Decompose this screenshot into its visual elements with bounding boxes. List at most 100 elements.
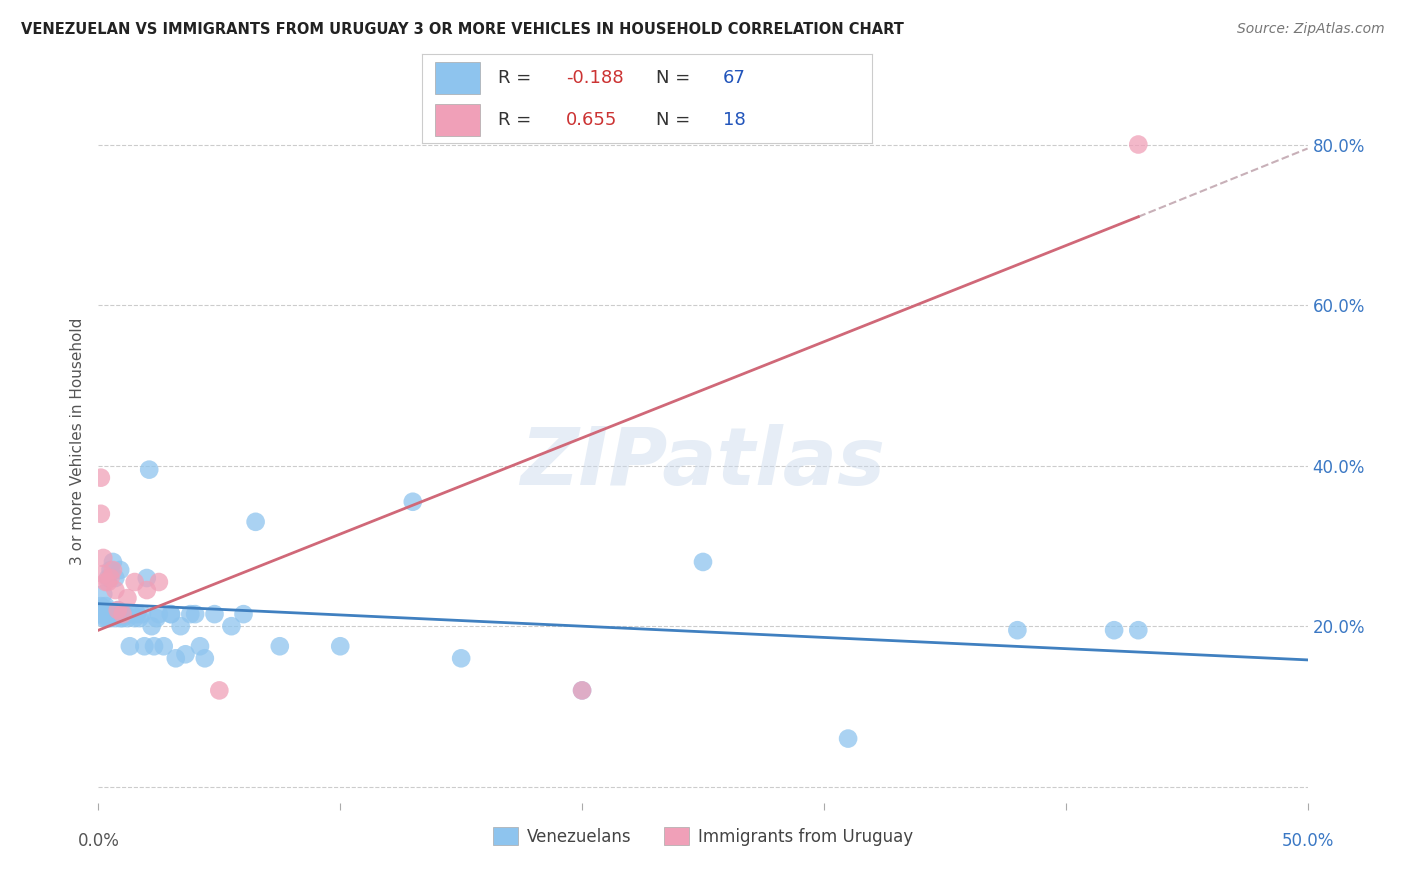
Point	[114, 607, 136, 621]
Point	[90, 603, 112, 617]
Point	[571, 683, 593, 698]
Point	[135, 583, 157, 598]
Point	[97, 571, 120, 585]
Point	[143, 639, 166, 653]
Point	[179, 607, 201, 621]
Point	[402, 494, 425, 508]
Point	[91, 551, 114, 566]
Point	[232, 607, 254, 621]
Point	[94, 599, 117, 614]
Point	[111, 607, 134, 621]
Text: 67: 67	[723, 70, 747, 87]
Point	[127, 607, 149, 621]
Point	[148, 607, 170, 621]
Point	[101, 607, 124, 621]
Text: R =: R =	[498, 112, 537, 129]
Text: 18: 18	[723, 112, 747, 129]
Text: 0.0%: 0.0%	[77, 831, 120, 850]
Point	[90, 607, 112, 621]
Point	[1128, 137, 1150, 152]
Point	[107, 603, 129, 617]
Point	[571, 683, 593, 698]
Point	[148, 574, 170, 589]
Point	[94, 574, 117, 589]
Point	[194, 651, 217, 665]
Point	[131, 607, 153, 621]
Y-axis label: 3 or more Vehicles in Household: 3 or more Vehicles in Household	[70, 318, 86, 566]
Point	[97, 603, 120, 617]
Point	[101, 555, 124, 569]
Point	[97, 611, 120, 625]
Point	[128, 611, 150, 625]
Point	[97, 574, 120, 589]
Point	[1007, 623, 1029, 637]
Bar	[436, 62, 481, 94]
Point	[118, 639, 141, 653]
Point	[91, 587, 114, 601]
Point	[174, 648, 197, 662]
Bar	[436, 104, 481, 136]
Point	[94, 611, 117, 625]
Point	[104, 583, 127, 598]
Point	[104, 611, 127, 625]
Point	[160, 607, 183, 621]
Point	[111, 611, 134, 625]
Point	[90, 507, 112, 521]
Point	[138, 462, 160, 476]
Point	[107, 603, 129, 617]
Point	[329, 639, 352, 653]
Text: R =: R =	[498, 70, 537, 87]
Point	[837, 731, 859, 746]
Point	[188, 639, 211, 653]
Point	[91, 603, 114, 617]
Point	[104, 571, 127, 585]
Point	[152, 639, 174, 653]
Point	[107, 607, 129, 621]
Point	[91, 611, 114, 625]
Text: N =: N =	[655, 70, 696, 87]
Point	[108, 563, 131, 577]
Point	[90, 470, 112, 484]
Point	[94, 607, 117, 621]
Point	[91, 567, 114, 582]
Point	[692, 555, 714, 569]
Point	[100, 611, 122, 625]
Text: Source: ZipAtlas.com: Source: ZipAtlas.com	[1237, 22, 1385, 37]
Point	[94, 603, 117, 617]
Legend: Venezuelans, Immigrants from Uruguay: Venezuelans, Immigrants from Uruguay	[486, 821, 920, 852]
Point	[101, 563, 124, 577]
Point	[269, 639, 291, 653]
Point	[90, 599, 112, 614]
Point	[100, 571, 122, 585]
Point	[184, 607, 207, 621]
Point	[135, 571, 157, 585]
Point	[134, 639, 156, 653]
Point	[97, 607, 120, 621]
Text: VENEZUELAN VS IMMIGRANTS FROM URUGUAY 3 OR MORE VEHICLES IN HOUSEHOLD CORRELATIO: VENEZUELAN VS IMMIGRANTS FROM URUGUAY 3 …	[21, 22, 904, 37]
Point	[121, 607, 143, 621]
Point	[1102, 623, 1125, 637]
Text: ZIPatlas: ZIPatlas	[520, 425, 886, 502]
Point	[204, 607, 226, 621]
Point	[91, 607, 114, 621]
Point	[124, 611, 146, 625]
Point	[145, 611, 167, 625]
Point	[141, 619, 163, 633]
Text: 50.0%: 50.0%	[1281, 831, 1334, 850]
Point	[117, 611, 139, 625]
Point	[1128, 623, 1150, 637]
Point	[169, 619, 191, 633]
Point	[221, 619, 243, 633]
Point	[124, 574, 146, 589]
Point	[160, 607, 183, 621]
Point	[245, 515, 267, 529]
Point	[100, 607, 122, 621]
Point	[117, 591, 139, 606]
Point	[450, 651, 472, 665]
Point	[208, 683, 231, 698]
Point	[108, 611, 131, 625]
Text: N =: N =	[655, 112, 696, 129]
Text: -0.188: -0.188	[565, 70, 623, 87]
Point	[111, 607, 134, 621]
Point	[100, 563, 122, 577]
